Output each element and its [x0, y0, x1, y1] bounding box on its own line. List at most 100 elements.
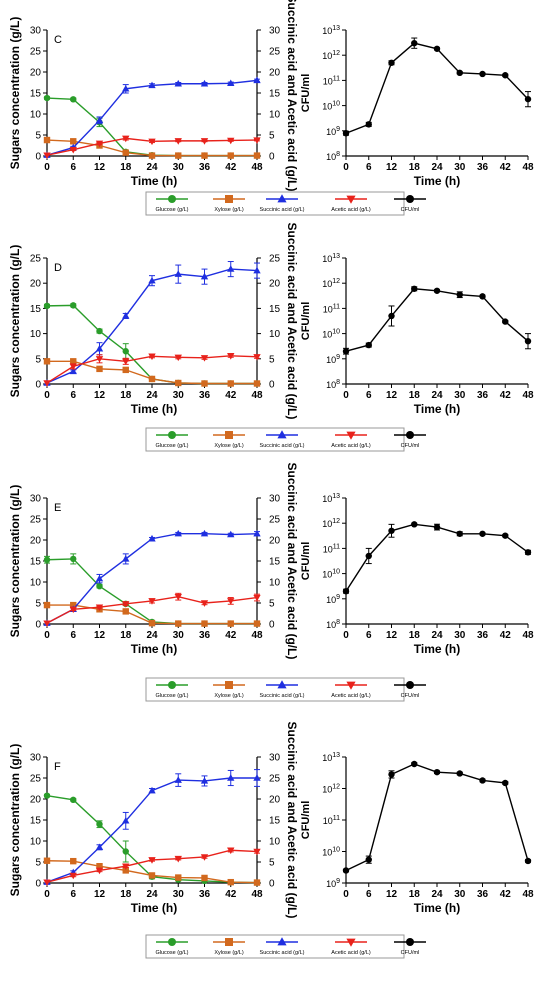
legend-entry: Succinic acid (g/L): [260, 680, 305, 699]
x-tick-label: 6: [366, 889, 372, 900]
data-point: [122, 555, 130, 562]
y-axis-label: Sugars concentration (g/L): [8, 17, 22, 170]
y-tick-label: 1011: [323, 303, 340, 314]
x-tick-label: 6: [70, 889, 76, 900]
y2-tick-label: 30: [269, 494, 281, 505]
data-point: [43, 94, 51, 102]
series-succinic-acid-g-l-: [43, 76, 261, 158]
series-line: [345, 523, 529, 592]
data-point: [502, 318, 509, 325]
data-point: [456, 69, 463, 77]
data-point: [43, 358, 51, 365]
x-tick-label: 12: [94, 889, 106, 900]
cfu-panel-0: 108 109 1010 1011 1012 1013 0 6 12 18 24 30 36 42 48 Ti…: [300, 25, 534, 188]
y2-tick-label: 25: [269, 515, 281, 526]
x-tick-label: 42: [225, 889, 237, 900]
series-line: [345, 42, 529, 134]
legend-marker: [168, 195, 176, 203]
data-point: [95, 843, 104, 851]
y-axis-label: CFU/ml: [300, 302, 312, 341]
data-point: [201, 620, 208, 627]
data-point: [253, 594, 261, 602]
legend-box: [145, 427, 405, 452]
legend-entry: Acetic acid (g/L): [331, 431, 371, 449]
data-point: [456, 291, 463, 298]
data-point: [365, 121, 372, 128]
data-point: [200, 600, 209, 607]
x-tick-label: 18: [120, 889, 132, 900]
data-point: [200, 777, 209, 784]
y2-tick-label: 0: [269, 380, 275, 391]
y2-tick-label: 20: [269, 795, 281, 806]
data-point: [253, 529, 261, 537]
series-glucose-g-l-: [43, 553, 261, 627]
data-point: [253, 380, 261, 387]
x-tick-label: 30: [454, 162, 466, 173]
y-tick-label: 5: [35, 599, 41, 610]
series-acetic-acid-g-l-: [43, 353, 261, 387]
data-point: [365, 856, 372, 863]
y2-tick-label: 20: [269, 536, 281, 547]
series-line: [46, 777, 257, 883]
legend-label: Acetic acid (g/L): [331, 207, 371, 213]
data-point: [148, 857, 156, 864]
y2-tick-label: 15: [269, 816, 281, 827]
data-point: [200, 79, 209, 87]
x-tick-label: 36: [199, 162, 211, 173]
data-point: [227, 530, 235, 538]
legend-marker: [277, 430, 287, 439]
y2-axis-label: Succinic acid and Acetic acid (g/L): [285, 0, 299, 191]
y-tick-label: 15: [30, 816, 42, 827]
y2-tick-label: 15: [269, 89, 281, 100]
y2-tick-label: 10: [269, 329, 281, 340]
data-point: [502, 72, 509, 79]
data-point: [227, 79, 235, 87]
legend-label: Succinic acid (g/L): [260, 693, 305, 699]
y-tick-label: 5: [35, 354, 41, 365]
x-tick-label: 0: [343, 630, 349, 641]
data-point: [95, 116, 104, 124]
y-tick-label: 1013: [322, 752, 340, 763]
data-point: [433, 287, 441, 294]
x-tick-label: 42: [225, 390, 237, 401]
x-tick-label: 6: [366, 390, 372, 401]
data-point: [502, 779, 509, 787]
data-point: [456, 770, 463, 777]
legend-marker: [225, 938, 233, 946]
legend-marker: [168, 431, 176, 439]
x-tick-label: 36: [477, 390, 489, 401]
y-tick-label: 15: [30, 557, 42, 568]
x-tick-label: 30: [173, 889, 185, 900]
series-line: [46, 533, 258, 624]
data-point: [95, 867, 104, 875]
data-point: [200, 355, 209, 362]
y-tick-label: 1011: [323, 543, 340, 554]
x-tick-label: 0: [44, 390, 50, 401]
x-tick-label: 0: [343, 889, 349, 900]
x-tick-label: 42: [500, 162, 512, 173]
y2-tick-label: 10: [269, 837, 281, 848]
data-point: [43, 152, 51, 159]
data-point: [148, 81, 156, 89]
data-point: [70, 96, 77, 103]
legend-entry: Succinic acid (g/L): [260, 937, 305, 956]
data-point: [148, 872, 156, 879]
x-tick-label: 42: [500, 390, 512, 401]
y-axis-label: Sugars concentration (g/L): [8, 485, 22, 638]
x-tick-label: 30: [454, 889, 466, 900]
legend-marker: [225, 195, 233, 203]
x-tick-label: 6: [70, 390, 76, 401]
legend-label: Acetic acid (g/L): [331, 443, 371, 449]
legend-entry: Glucose (g/L): [155, 681, 189, 699]
data-point: [95, 140, 104, 148]
y-tick-label: 108: [326, 151, 340, 162]
y2-tick-label: 10: [269, 578, 281, 589]
y-tick-label: 30: [30, 26, 42, 37]
x-tick-label: 24: [431, 889, 443, 900]
series-cfu: [342, 37, 532, 137]
data-point: [70, 796, 77, 804]
x-axis-label: Time (h): [131, 174, 177, 188]
